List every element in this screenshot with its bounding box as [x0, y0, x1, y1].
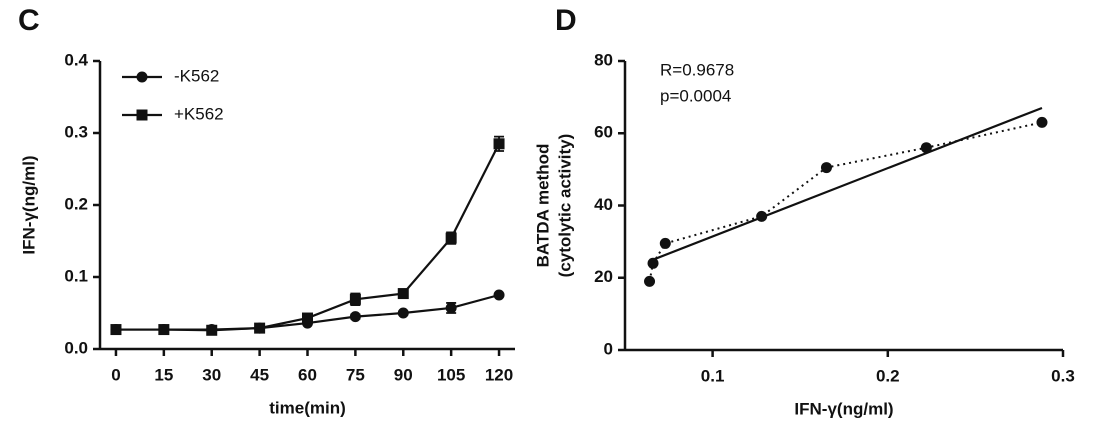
point	[349, 311, 361, 323]
annotation: R=0.9678	[660, 60, 734, 79]
point	[349, 293, 361, 305]
x-tick-label: 15	[154, 365, 173, 384]
x-tick-label: 75	[346, 365, 365, 384]
point	[1036, 116, 1048, 128]
point	[445, 302, 457, 314]
y-axis-label: BATDA method	[533, 144, 552, 268]
fit-line	[652, 106, 1043, 261]
y-tick-label: 0	[604, 339, 613, 358]
point	[493, 289, 505, 301]
x-tick-label: 0	[111, 365, 120, 384]
y-axis-label: (cytolytic activity)	[555, 134, 574, 278]
point	[644, 275, 656, 287]
x-tick-label: 60	[298, 365, 317, 384]
y-tick-label: 0.2	[64, 194, 88, 213]
x-tick-label: 30	[202, 365, 221, 384]
x-tick-label: 0.3	[1051, 366, 1075, 385]
x-tick-label: 90	[394, 365, 413, 384]
point	[647, 257, 659, 269]
point	[397, 307, 409, 319]
y-tick-label: 0.3	[64, 122, 88, 141]
y-tick-label: 0.4	[64, 50, 88, 69]
point	[756, 210, 768, 222]
point	[254, 322, 266, 334]
point	[920, 142, 932, 154]
y-axis-label: IFN-γ(ng/ml)	[19, 155, 38, 254]
panel-label: C	[18, 4, 40, 37]
point	[158, 324, 170, 336]
x-tick-label: 0.2	[876, 366, 900, 385]
x-axis-label: IFN-γ(ng/ml)	[794, 399, 893, 418]
x-tick-label: 45	[250, 365, 269, 384]
y-tick-label: 80	[594, 50, 613, 69]
x-tick-label: 0.1	[701, 366, 725, 385]
x-tick-label: 105	[437, 365, 465, 384]
legend-marker	[136, 109, 148, 121]
y-tick-label: 0.0	[64, 338, 88, 357]
point	[110, 324, 122, 336]
x-tick-label: 120	[485, 365, 513, 384]
point	[445, 232, 457, 244]
y-tick-label: 40	[594, 195, 613, 214]
x-axis-label: time(min)	[269, 398, 346, 417]
annotation: p=0.0004	[660, 86, 731, 105]
point	[397, 288, 409, 300]
y-tick-label: 60	[594, 123, 613, 142]
legend-label: -K562	[174, 66, 219, 85]
y-tick-label: 0.1	[64, 266, 88, 285]
point	[302, 312, 313, 324]
legend-marker	[136, 71, 148, 83]
legend-label: +K562	[174, 104, 224, 123]
panel-label: D	[555, 4, 577, 37]
y-tick-label: 20	[594, 267, 613, 286]
point	[493, 138, 505, 150]
point	[659, 237, 671, 249]
series-line	[115, 143, 501, 332]
connect-line	[648, 121, 1043, 282]
point	[820, 162, 832, 174]
point	[206, 324, 218, 336]
